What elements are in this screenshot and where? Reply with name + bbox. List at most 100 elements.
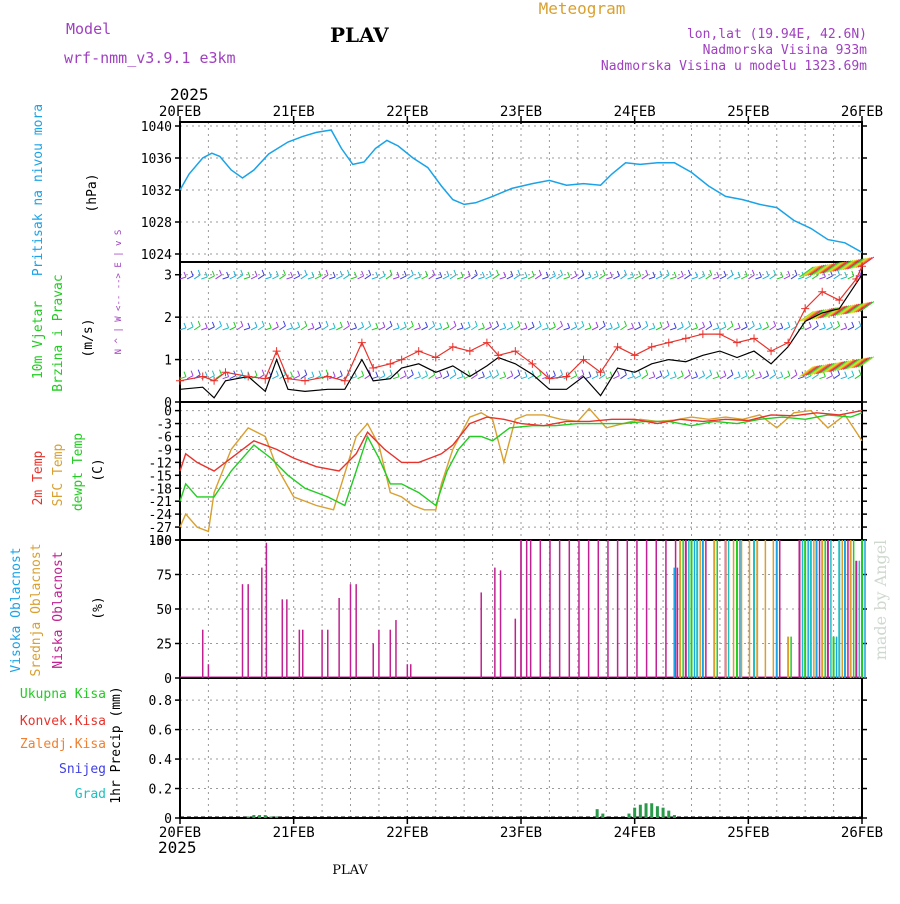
wind-barb-flag [659, 370, 663, 376]
wind-barb [648, 276, 656, 280]
wind-barb-flag [588, 271, 592, 278]
y-tick-label: 75 [156, 569, 172, 584]
wind-barb [193, 325, 201, 331]
wind-barb-flag [687, 369, 691, 375]
cloud-side-label-1: Visoka Oblacnost [9, 547, 24, 672]
precip-bar [672, 815, 676, 818]
wind-gust-marker [210, 376, 219, 385]
wind-barb [371, 276, 378, 280]
wind-gust-marker [198, 372, 207, 381]
wind-barb-strong [857, 356, 873, 368]
pressure-unit: (hPa) [85, 173, 100, 212]
wind-barb-strong [813, 363, 829, 375]
wind-barb [556, 325, 563, 331]
wind-barb [186, 375, 194, 380]
wind-gust-marker [528, 359, 537, 368]
wind-barb-strong [811, 364, 827, 375]
wind-barb [350, 327, 357, 331]
wind-barb-strong [799, 266, 814, 278]
wind-barb-flag [325, 269, 329, 276]
wind-barb [563, 276, 570, 280]
wind-barb-strong [803, 365, 818, 377]
wind-barb [442, 326, 450, 331]
wind-barb-flag [467, 321, 471, 328]
x-tick-label-bottom: 22FEB [386, 825, 428, 841]
wind-barb-flag [673, 271, 677, 278]
wind-barb-strong [826, 262, 841, 273]
panel-frame [179, 121, 863, 263]
wind-barb-flag [375, 271, 379, 278]
wind-barb [250, 326, 258, 331]
wind-barb-flag [609, 371, 613, 377]
wind-gust-marker [596, 368, 605, 377]
wind-barb-flag [794, 369, 798, 375]
wind-barb-flag [723, 270, 727, 277]
wind-barb-flag [304, 320, 308, 327]
wind-barb [456, 376, 464, 380]
wind-barb-flag [645, 320, 649, 327]
temp-side-label-2: SFC Temp [51, 444, 66, 507]
wind-barb-flag [787, 321, 791, 328]
wind-barb-flag [403, 270, 407, 277]
wind-barb [655, 275, 663, 280]
wind-barb [229, 375, 236, 380]
wind-barb-flag [567, 271, 571, 278]
wind-barb-flag [744, 370, 748, 376]
wind-barb [577, 374, 585, 380]
wind-barb-flag [190, 321, 194, 328]
y-tick-label: 0 [164, 812, 172, 827]
wind-gust-marker [545, 374, 554, 383]
wind-barb-flag [560, 320, 563, 327]
temp-dewpt-line [179, 412, 863, 507]
wind-barb-flag [744, 270, 748, 277]
wind-barb-flag [233, 370, 237, 376]
wind-barb [670, 276, 677, 280]
wind-barb-flag [758, 271, 762, 278]
wind-barb-flag [773, 269, 777, 276]
wind-barb [598, 374, 606, 380]
wind-barb-flag [510, 321, 514, 328]
wind-barb [691, 376, 698, 380]
wind-barb-flag [410, 369, 414, 375]
wind-barb-strong [805, 265, 821, 277]
wind-barb [392, 276, 400, 280]
wind-barb [726, 274, 734, 280]
wind-barb [272, 326, 279, 331]
wind-barb [478, 376, 485, 380]
wind-barb [819, 376, 826, 380]
wind-barb [492, 325, 499, 331]
wind-barb [534, 325, 542, 331]
wind-barb [762, 375, 769, 380]
wind-barb-flag [773, 369, 777, 375]
y-tick-label: -9 [156, 443, 172, 458]
wind-barb-flag [339, 370, 343, 376]
wind-barb [577, 325, 585, 331]
wind-barb [257, 274, 265, 280]
wind-barb [804, 375, 812, 380]
wind-barb [400, 275, 407, 280]
wind-barb-flag [261, 269, 265, 276]
y-tick-label: 1040 [141, 120, 172, 135]
wind-barb [840, 376, 847, 380]
wind-barb-flag [723, 370, 727, 376]
x-tick-label-top: 23FEB [500, 104, 542, 120]
wind-barb-strong [801, 310, 816, 322]
wind-barb-flag [581, 320, 585, 327]
wind-barb [662, 325, 670, 331]
wind-barb-strong [817, 263, 833, 275]
wind-barb [733, 376, 741, 380]
wind-barb [449, 274, 457, 280]
wind-barb [300, 374, 308, 380]
wind-barb-flag [780, 322, 784, 329]
wind-barb [229, 326, 236, 331]
wind-barb-flag [766, 370, 770, 376]
wind-barb-flag [808, 321, 812, 328]
wind-barb-flag [844, 371, 848, 377]
wind-barb [456, 276, 464, 280]
wind-barb-flag [616, 370, 620, 376]
wind-barb [506, 326, 514, 331]
wind-barb [570, 275, 577, 280]
wind-barb-flag [588, 371, 592, 377]
wind-barb-flag [368, 320, 372, 327]
wind-barb [343, 274, 350, 280]
